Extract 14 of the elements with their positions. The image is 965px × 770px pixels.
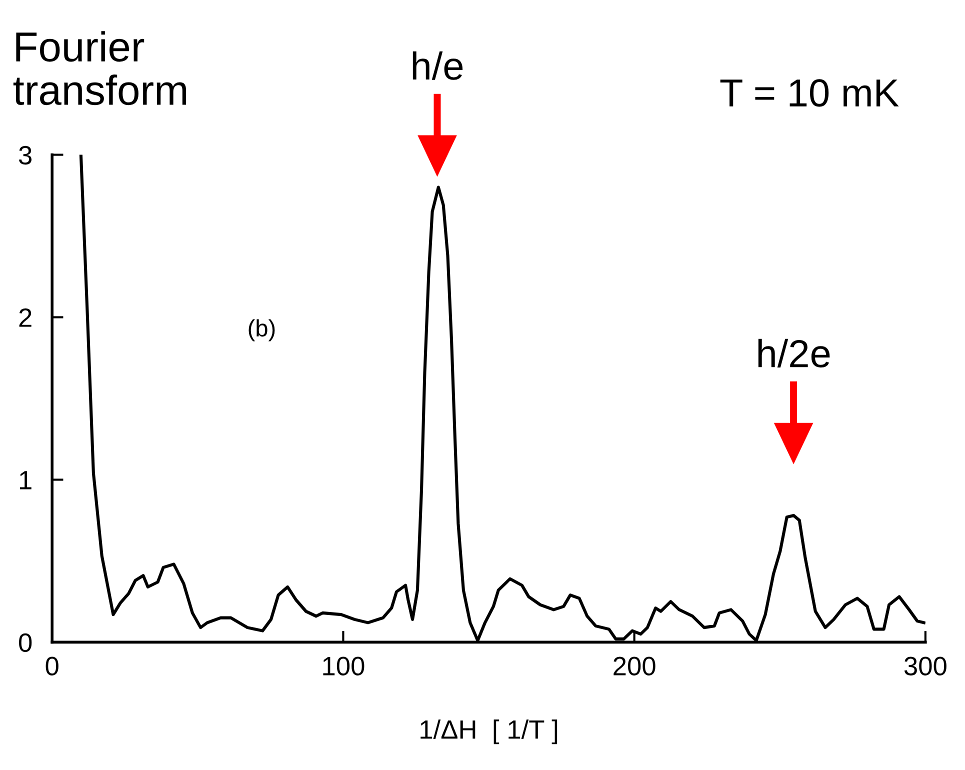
- text: T = 10 mK: [720, 79, 899, 107]
- x-tick-label: 300: [904, 656, 946, 676]
- y-axis-title: Fourier transform: [13, 31, 186, 106]
- x-tick-label: 100: [323, 656, 364, 676]
- x-tick-label: 0: [46, 656, 58, 676]
- x-axis-title: 1/ΔH [ 1/T ]: [420, 720, 558, 744]
- annotation: (b): [248, 319, 275, 342]
- annotation: h/2e: [758, 338, 830, 368]
- y-tick-label: 0: [19, 633, 32, 652]
- x-tick-label: 200: [614, 656, 656, 676]
- y-tick-label: 2: [19, 308, 32, 327]
- text: h/e: [412, 51, 463, 80]
- y-tick-label: 1: [20, 471, 32, 490]
- y-tick-label: 3: [18, 146, 32, 165]
